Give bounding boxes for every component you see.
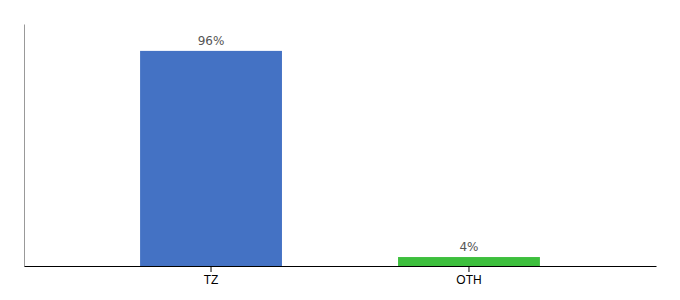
- x-tick-label: TZ: [204, 273, 219, 287]
- data-label: 4%: [459, 240, 478, 254]
- bars: [140, 51, 540, 266]
- x-tick-mark: [468, 266, 469, 272]
- plot: TZ OTH 96% 4%: [25, 25, 657, 287]
- y-axis: [24, 25, 25, 267]
- data-label: 96%: [198, 34, 225, 48]
- x-tick: TZ: [204, 266, 219, 287]
- x-axis-line: [25, 266, 657, 267]
- x-tick-label: OTH: [456, 273, 481, 287]
- bar: [140, 51, 282, 266]
- x-axis: TZ OTH: [25, 266, 657, 287]
- chart: TZ OTH 96% 4%: [0, 0, 680, 300]
- x-tick: OTH: [456, 266, 481, 287]
- y-axis-line: [24, 25, 25, 267]
- data-labels: 96% 4%: [198, 34, 479, 254]
- chart-container: TZ OTH 96% 4%: [0, 0, 680, 300]
- bar: [398, 257, 540, 266]
- x-tick-mark: [211, 266, 212, 272]
